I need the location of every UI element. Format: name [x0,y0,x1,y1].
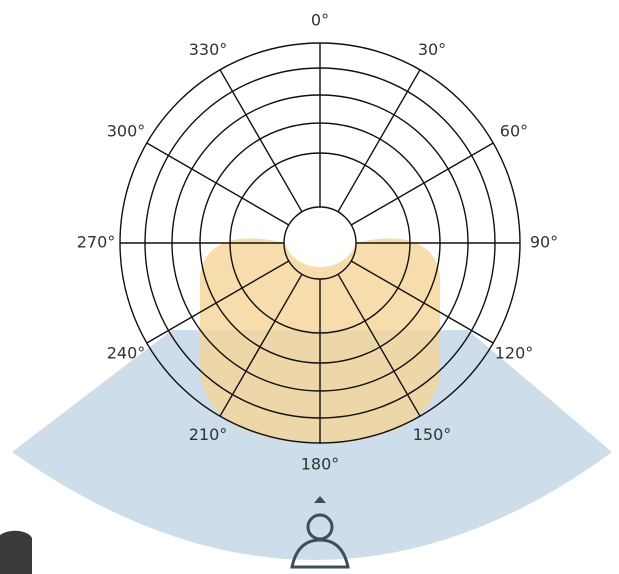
angle-label: 120° [495,344,534,363]
polar-pattern-diagram: 0° 30° 60° 90° 120° 150° 180° 210° 240° 270° 300° 3… [0,0,619,574]
angle-label: 210° [189,425,228,444]
angle-label: 90° [530,233,558,252]
spoke [351,143,493,225]
angle-label: 270° [77,233,116,252]
angle-label: 150° [413,425,452,444]
angle-label: 60° [500,122,528,141]
spoke [220,70,302,212]
spoke [147,143,289,225]
angle-label: 180° [301,455,340,474]
spoke [338,70,420,212]
angle-label: 330° [189,40,228,59]
angle-label: 0° [311,11,329,30]
angle-label: 240° [107,344,146,363]
angle-label: 300° [107,122,146,141]
device-edge [0,531,32,574]
angle-label: 30° [418,40,446,59]
